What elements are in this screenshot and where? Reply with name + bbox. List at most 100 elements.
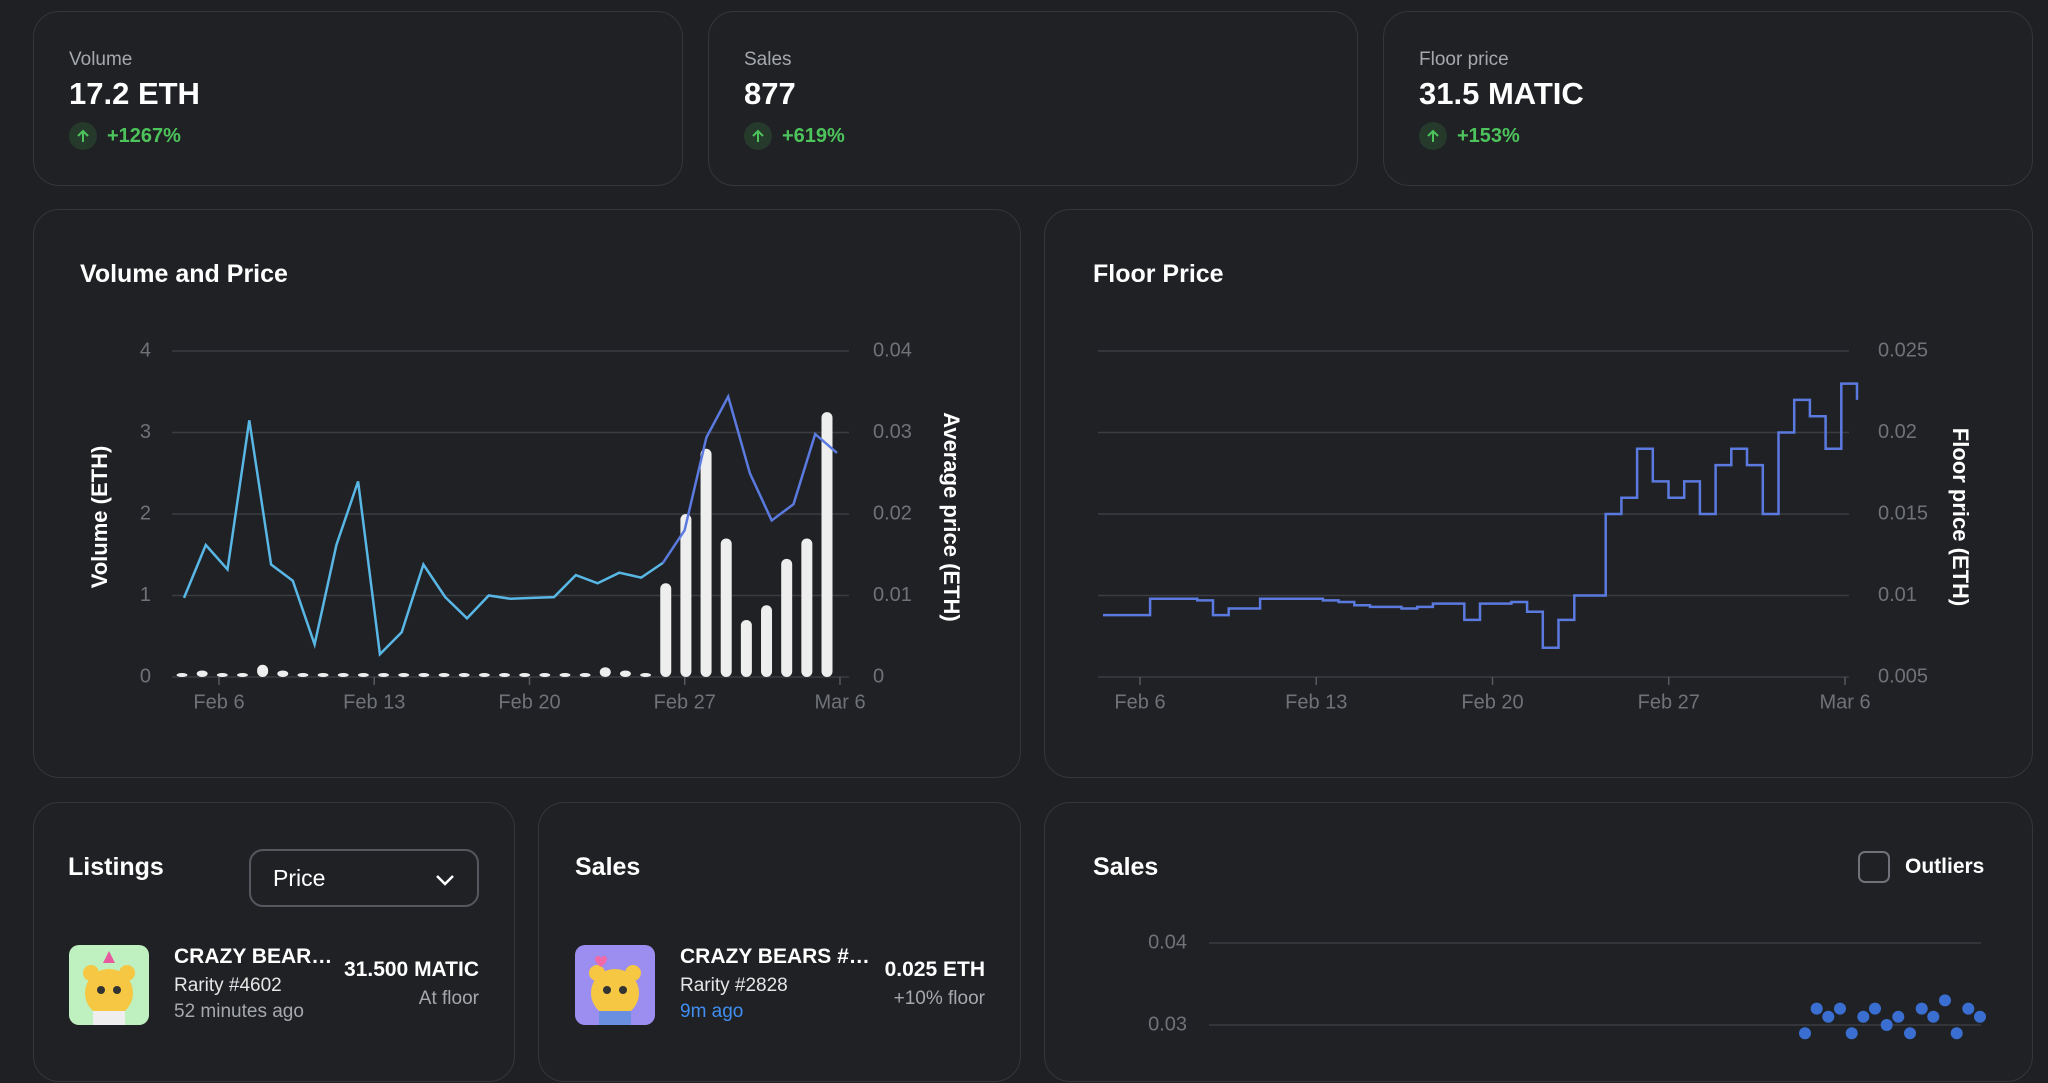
x-tick: Mar 6 bbox=[1819, 691, 1870, 713]
sales-scatter-panel: Sales Outliers 0.04 0.03 bbox=[1044, 802, 2033, 1082]
volume-price-chart: 0 0 1 0.01 2 0.02 3 0.03 4 0.04 Feb 6 Feb 13 Feb 20 F… bbox=[87, 339, 964, 713]
sale-point bbox=[1869, 1002, 1881, 1015]
y-tick-left: 0 bbox=[140, 665, 151, 687]
volume-bar bbox=[478, 673, 490, 677]
stat-value: 31.5 MATIC bbox=[1419, 76, 1584, 111]
volume-bar bbox=[781, 558, 793, 677]
x-tick: Feb 13 bbox=[343, 691, 405, 713]
sale-point bbox=[1892, 1010, 1905, 1023]
volume-bar bbox=[519, 673, 531, 677]
outliers-label[interactable]: Outliers bbox=[1905, 855, 1985, 878]
x-tick: Feb 20 bbox=[498, 691, 560, 713]
panel-title: Sales bbox=[575, 853, 641, 881]
y-tick-right: 0.02 bbox=[1878, 421, 1917, 443]
volume-bar bbox=[317, 673, 329, 677]
listing-time: 52 minutes ago bbox=[174, 1001, 304, 1022]
outliers-checkbox[interactable] bbox=[1858, 851, 1890, 883]
y-tick-right: 0.02 bbox=[873, 502, 912, 524]
stat-change-value: +619% bbox=[782, 124, 845, 147]
x-tick: Feb 27 bbox=[654, 691, 716, 713]
volume-bar bbox=[378, 673, 390, 677]
listing-price: 31.500 MATIC bbox=[344, 958, 479, 981]
y-tick-right: 0.03 bbox=[873, 421, 912, 443]
y-tick-left: 1 bbox=[140, 584, 151, 606]
volume-bar bbox=[438, 673, 450, 677]
chevron-down-icon bbox=[435, 865, 455, 892]
nft-thumbnail bbox=[575, 945, 655, 1025]
stat-change: +619% bbox=[744, 122, 845, 150]
y-axis-title-right: Floor price (ETH) bbox=[1948, 428, 1973, 606]
volume-bar bbox=[720, 538, 732, 677]
sale-point bbox=[1915, 1002, 1928, 1015]
volume-bar bbox=[499, 673, 510, 677]
stat-label: Floor price bbox=[1419, 49, 1509, 70]
volume-bar bbox=[761, 605, 773, 677]
sale-point bbox=[1974, 1010, 1986, 1023]
x-tick: Mar 6 bbox=[814, 691, 865, 713]
stat-change-value: +153% bbox=[1457, 124, 1520, 147]
y-tick-right: 0.01 bbox=[873, 584, 912, 606]
volume-bar bbox=[559, 673, 571, 677]
volume-bar bbox=[277, 670, 289, 677]
volume-bar bbox=[660, 583, 672, 677]
volume-bar bbox=[257, 664, 269, 677]
panel-title: Volume and Price bbox=[80, 260, 288, 288]
sale-name: CRAZY BEARS #… bbox=[680, 945, 870, 968]
sale-point bbox=[1927, 1010, 1940, 1023]
volume-bar bbox=[619, 670, 631, 677]
y-axis-title-left: Volume (ETH) bbox=[87, 446, 112, 589]
sale-point bbox=[1810, 1002, 1823, 1015]
y-tick-left: 4 bbox=[140, 339, 151, 361]
listing-rarity: Rarity #4602 bbox=[174, 975, 282, 996]
sale-point bbox=[1904, 1027, 1916, 1040]
stat-change: +153% bbox=[1419, 122, 1520, 150]
y-tick: 0.03 bbox=[1148, 1013, 1187, 1035]
floor-price-line bbox=[1103, 382, 1859, 649]
sale-price: 0.025 ETH bbox=[884, 958, 985, 981]
listing-name: CRAZY BEAR… bbox=[174, 945, 333, 968]
listings-panel: Listings bbox=[33, 802, 515, 1082]
floor-price-chart: 0.005 0.01 0.015 0.02 0.025 Feb 6 Feb 13 Feb 20… bbox=[1098, 339, 1973, 713]
volume-bar bbox=[196, 670, 208, 677]
stat-value: 877 bbox=[744, 76, 796, 111]
sales-list-panel: Sales bbox=[538, 802, 1021, 1082]
x-tick: Feb 6 bbox=[193, 691, 244, 713]
x-tick: Feb 20 bbox=[1461, 691, 1523, 713]
sale-point bbox=[1822, 1010, 1835, 1023]
stat-card-sales: Sales 877 +619% bbox=[708, 11, 1358, 186]
volume-bar bbox=[579, 673, 591, 677]
x-tick: Feb 6 bbox=[1114, 691, 1165, 713]
volume-bar bbox=[640, 673, 652, 677]
arrow-up-icon bbox=[744, 122, 772, 150]
volume-bar bbox=[821, 412, 833, 677]
volume-price-panel: Volume and Price 0 0 1 0.01 2 0.02 3 0.03 4 0.04 F… bbox=[33, 209, 1021, 778]
y-tick-right: 0.025 bbox=[1878, 339, 1928, 361]
sale-time[interactable]: 9m ago bbox=[680, 1001, 744, 1022]
y-tick-right: 0.015 bbox=[1878, 502, 1928, 524]
avg-price-line-late bbox=[661, 393, 838, 564]
stat-change-value: +1267% bbox=[107, 124, 181, 147]
floor-price-panel: Floor Price 0.005 0.01 0.015 0.02 0.025 Feb 6… bbox=[1044, 209, 2033, 778]
x-tick: Feb 27 bbox=[1638, 691, 1700, 713]
y-tick-right: 0.04 bbox=[873, 339, 912, 361]
sale-point bbox=[1845, 1027, 1858, 1040]
volume-bar bbox=[398, 673, 410, 677]
sale-point bbox=[1950, 1027, 1963, 1040]
y-tick-right: 0.005 bbox=[1878, 665, 1928, 687]
stat-change: +1267% bbox=[69, 122, 181, 150]
stat-label: Volume bbox=[69, 49, 133, 70]
sale-floor-delta: +10% floor bbox=[893, 988, 985, 1009]
sales-scatter-chart: 0.04 0.03 bbox=[1148, 931, 1986, 1040]
x-tick: Feb 13 bbox=[1285, 691, 1347, 713]
volume-bar bbox=[216, 673, 228, 677]
volume-bar bbox=[337, 673, 349, 677]
stat-value: 17.2 ETH bbox=[69, 76, 200, 111]
volume-bar bbox=[357, 673, 369, 677]
stat-card-floor-price: Floor price 31.5 MATIC +153% bbox=[1383, 11, 2033, 186]
avg-price-line-early bbox=[182, 420, 664, 657]
nft-thumbnail bbox=[69, 945, 149, 1025]
volume-bar bbox=[740, 619, 752, 677]
volume-bar bbox=[176, 673, 188, 677]
sort-select[interactable]: Price bbox=[249, 849, 479, 907]
y-axis-title-right: Average price (ETH) bbox=[939, 412, 964, 621]
